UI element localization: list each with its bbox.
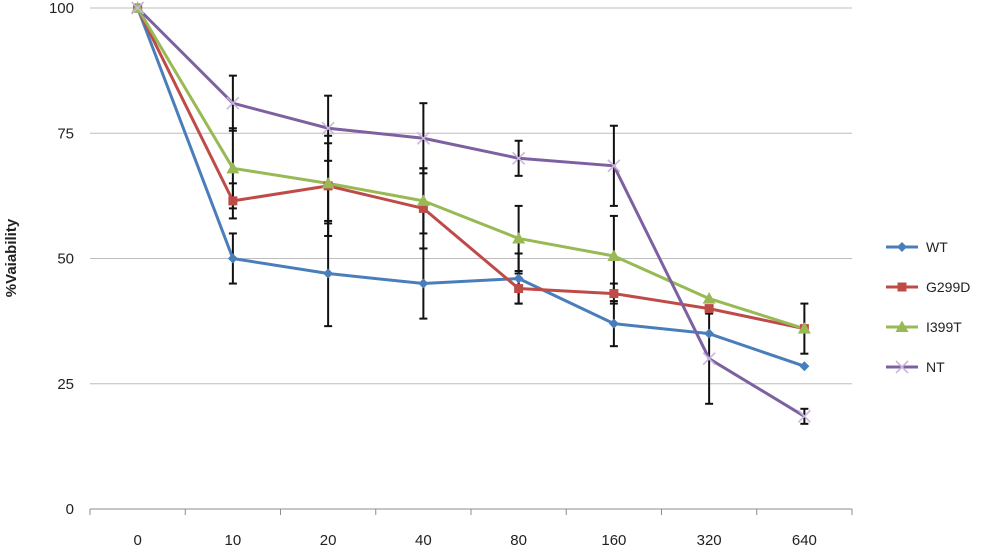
series-lines (136, 6, 806, 418)
x-axis (89, 508, 853, 515)
y-tick-labels: 0 25 50 75 100 (49, 0, 74, 518)
data-point-wt (418, 278, 429, 289)
legend-item-wt: WT (886, 239, 948, 255)
marker-stroke (321, 121, 335, 135)
x-tick-label-160: 160 (601, 532, 626, 548)
x-tick-label-80: 80 (510, 532, 527, 548)
x-tick-label-640: 640 (792, 532, 817, 548)
data-point-g299d (228, 196, 238, 206)
data-point-wt (799, 361, 810, 372)
data-point-i399t (607, 249, 621, 261)
data-point-nt (512, 151, 526, 165)
data-point-i399t (226, 161, 240, 174)
series-line-wt (136, 7, 805, 368)
data-point-wt (608, 318, 619, 329)
data-point-nt (416, 131, 430, 145)
data-point-nt (797, 409, 811, 423)
legend-item-g299d: G299D (886, 279, 970, 295)
error-bars (228, 74, 809, 425)
x-tick-label-0: 0 (133, 532, 141, 548)
legend-label-wt: WT (926, 239, 948, 255)
data-point-i399t (321, 176, 335, 189)
series-markers (131, 1, 811, 423)
x-tick-label-320: 320 (697, 532, 722, 548)
data-point-g299d (514, 284, 524, 294)
series-line-g299d (136, 7, 805, 331)
data-point-nt (607, 159, 621, 173)
y-tick-label-25: 25 (57, 376, 74, 393)
marker-stroke (131, 1, 145, 15)
marker-stroke (226, 96, 240, 110)
legend-label-i399t: I399T (926, 319, 962, 335)
data-point-wt (704, 328, 715, 339)
legend-swatch-marker (897, 242, 907, 252)
gridlines (90, 7, 852, 385)
series-line-i399t (136, 7, 805, 331)
y-tick-label-100: 100 (49, 0, 74, 17)
marker-stroke (797, 409, 811, 423)
data-point-g299d (704, 304, 714, 314)
legend: WT G299D I399T NT (886, 239, 970, 375)
data-point-wt (227, 253, 238, 264)
data-point-wt (323, 268, 334, 279)
marker-stroke (607, 159, 621, 173)
y-tick-label-75: 75 (57, 125, 74, 142)
marker-stroke (512, 151, 526, 165)
legend-label-nt: NT (926, 359, 945, 375)
data-point-g299d (418, 203, 428, 213)
data-point-i399t (416, 194, 430, 206)
data-point-i399t (702, 292, 716, 304)
legend-item-i399t: I399T (886, 319, 962, 335)
x-tick-labels: 0 10 20 40 80 160 320 640 (133, 532, 816, 548)
data-point-nt (131, 1, 145, 15)
x-tick-label-20: 20 (320, 532, 337, 548)
marker-stroke (895, 360, 909, 374)
legend-swatch-marker (895, 360, 909, 374)
y-tick-label-50: 50 (57, 251, 74, 268)
data-point-wt (513, 273, 524, 284)
data-point-nt (226, 96, 240, 110)
data-point-i399t (797, 322, 811, 334)
marker-stroke (702, 352, 716, 366)
data-point-i399t (512, 231, 526, 244)
y-axis-title: %Vaiability (3, 218, 20, 297)
series-line-nt (136, 6, 806, 418)
data-point-nt (321, 121, 335, 135)
marker-stroke (416, 131, 430, 145)
data-point-g299d (609, 289, 619, 299)
y-tick-label-0: 0 (66, 501, 74, 518)
legend-item-nt: NT (886, 359, 945, 375)
legend-swatch-marker (897, 282, 907, 292)
legend-label-g299d: G299D (926, 279, 970, 295)
legend-swatch-marker (895, 320, 909, 332)
x-tick-label-10: 10 (225, 532, 242, 548)
x-tick-label-40: 40 (415, 532, 432, 548)
data-point-nt (702, 352, 716, 366)
